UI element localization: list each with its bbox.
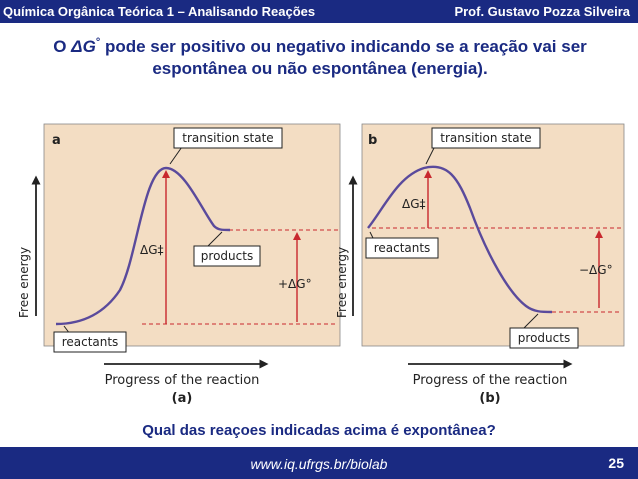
panel-b-caption: (b) [479, 391, 500, 406]
panel-b-products-label: products [518, 331, 570, 345]
panel-a-activation-label: ΔG‡ [140, 243, 164, 257]
panel-b-letter: b [368, 133, 377, 148]
panel-b-energy-curve [367, 165, 553, 314]
page-number: 25 [608, 455, 624, 471]
panel-b-background [361, 123, 625, 347]
footer-url[interactable]: www.iq.ufrgs.br/biolab [250, 456, 388, 472]
panel-a-background [43, 123, 341, 347]
heading-prefix: O [53, 37, 72, 56]
panel-b-activation-label: ΔG‡ [402, 197, 426, 211]
energy-diagrams: a ΔG‡ +ΔG° transition state products rea… [17, 123, 625, 406]
panel-b: b ΔG‡ −ΔG° transition state reactants pr… [335, 123, 625, 406]
panel-a-letter: a [52, 133, 61, 148]
panel-b-y-label: Free energy [335, 247, 349, 318]
panel-a-transition-box [173, 127, 283, 149]
panel-a-energy-curve [55, 166, 231, 326]
panel-b-x-label: Progress of the reaction [413, 373, 568, 388]
heading-symbol: ΔG [71, 37, 96, 56]
header-bar: Química Orgânica Teórica 1 – Analisando … [0, 0, 638, 23]
panel-b-transition-box [431, 127, 541, 149]
panel-a-products-label: products [201, 249, 253, 263]
panel-b-reactants-box [365, 237, 439, 259]
panel-a-dg-label: +ΔG° [278, 277, 312, 291]
panel-b-products-pointer [521, 313, 539, 331]
course-title: Química Orgânica Teórica 1 – Analisando … [3, 4, 316, 19]
panel-b-products-box [509, 327, 579, 349]
panel-a-reactants-box [53, 331, 127, 353]
heading-rest: pode ser positivo ou negativo indicando … [100, 37, 587, 78]
panel-a-caption: (a) [172, 391, 193, 406]
footer-bar: www.iq.ufrgs.br/biolab 25 [0, 447, 638, 479]
panel-a-transition-label: transition state [182, 131, 273, 145]
author-name: Prof. Gustavo Pozza Silveira [454, 4, 630, 19]
panel-a-x-label: Progress of the reaction [105, 373, 260, 388]
panel-b-transition-label: transition state [440, 131, 531, 145]
panel-a-products-pointer [207, 231, 223, 247]
panel-a-products-box [193, 245, 261, 267]
slide-heading: O ΔG° pode ser positivo ou negativo indi… [20, 36, 620, 80]
panel-a-reactants-label: reactants [62, 335, 119, 349]
panel-a: a ΔG‡ +ΔG° transition state products rea… [17, 123, 341, 406]
panel-a-y-label: Free energy [17, 247, 31, 318]
panel-b-reactants-label: reactants [374, 241, 431, 255]
question-text: Qual das reaçoes indicadas acima é expon… [142, 422, 496, 439]
panel-b-dg-label: −ΔG° [579, 263, 613, 277]
heading-degree: ° [95, 36, 101, 49]
